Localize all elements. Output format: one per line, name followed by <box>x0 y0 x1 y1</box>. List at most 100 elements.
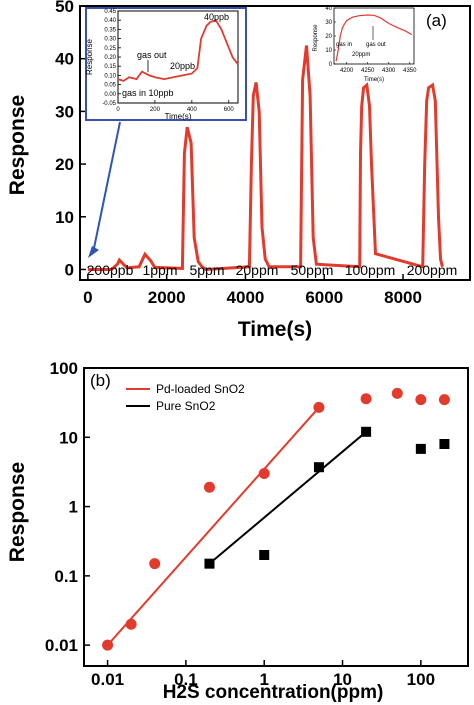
inset-low-concentration: 0 200 400 600 -0.05 0.00 0.05 0.10 0.15 0.20 0.25 0… <box>85 7 247 121</box>
inset-low-ann-40ppb: 40ppb <box>204 12 229 22</box>
inset-20ppm-ann-20ppm: 20ppm <box>352 52 370 58</box>
panel-a-xlabel: Time(s) <box>238 318 312 341</box>
panel-b-xtick-label: 0.1 <box>174 670 198 689</box>
panel-b-legend: Pd-loaded SnO2 Pure SnO2 <box>126 382 245 413</box>
inset-low-xtick-label: 0 <box>116 107 120 113</box>
panel-b-point-pd <box>360 393 372 405</box>
inset-20ppm-ytick-label: 30 <box>325 20 332 26</box>
panel-a-step-label: 5ppm <box>189 262 224 278</box>
inset-low-xtick-label: 400 <box>187 107 198 113</box>
inset-low-xlabel: Time(s) <box>165 112 192 121</box>
inset-20ppm-series-line <box>335 14 413 62</box>
panel-b-ytick-label: 0.1 <box>54 567 78 586</box>
panel-b-point-pure <box>204 558 215 569</box>
inset-20ppm-xtick-label: 4200 <box>340 68 354 74</box>
panel-a-ytick-label: 50 <box>55 0 74 16</box>
panel-b-xlabel: H2S concentration(ppm) <box>163 682 384 703</box>
panel-a-ytick-label: 40 <box>55 50 74 69</box>
panel-b-point-pd <box>125 618 137 630</box>
panel-b-point-pure <box>439 439 450 450</box>
panel-a-ytick-label: 10 <box>55 208 74 227</box>
inset-20ppm-axes <box>333 7 415 65</box>
panel-b-ytick-label: 1 <box>69 498 78 517</box>
panel-a-step-label: 1ppm <box>142 262 177 278</box>
panel-a-step-label: 200ppb <box>87 262 134 278</box>
panel-b-point-pd <box>415 394 427 406</box>
panel-b-xtick-label: 100 <box>407 670 435 689</box>
panel-a-label: (a) <box>426 11 447 30</box>
panel-a-step-label: 200ppm <box>407 262 458 278</box>
panel-a-xtick-label: 8000 <box>384 288 422 307</box>
panel-b: 0.01 0.1 1 10 100 0.01 0.1 1 10 100 (b) Pd-loaded… <box>6 359 469 703</box>
panel-a-xtick-label: 4000 <box>227 288 265 307</box>
panel-b-point-pd <box>102 639 114 651</box>
panel-a-xtick-label: 2000 <box>148 288 186 307</box>
panel-b-point-pure <box>415 443 426 454</box>
panel-b-frame <box>83 367 469 667</box>
inset-low-ann-gas-in: gas in 10ppb <box>122 88 174 98</box>
inset-low-ylabel: Response <box>85 38 94 75</box>
inset-20ppm-xtick-label: 4250 <box>361 68 375 74</box>
panel-b-ytick-label: 10 <box>59 428 78 447</box>
panel-b-xtick-label: 0.01 <box>91 670 124 689</box>
inset-low-series-line <box>117 19 239 82</box>
panel-a-ylabel: Response <box>6 95 29 195</box>
panel-b-label: (b) <box>90 371 111 390</box>
inset-low-ytick-label: 0.10 <box>104 73 116 79</box>
inset-pointer-arrow <box>92 121 121 254</box>
inset-low-xtick-label: 600 <box>224 107 235 113</box>
inset-low-ytick-label: 0.30 <box>104 37 116 43</box>
inset-low-ytick-label: 0.05 <box>104 83 116 89</box>
panel-b-point-pd <box>258 468 270 480</box>
inset-20ppm-ann-gas-out: gas out <box>366 42 386 48</box>
panel-b-ytick-label: 0.01 <box>45 636 78 655</box>
inset-low-ytick-label: 0.25 <box>104 46 116 52</box>
panel-b-ylabel: Response <box>6 462 29 562</box>
inset-pointer-arrowhead <box>88 246 99 258</box>
panel-b-fit-line <box>106 406 320 646</box>
inset-20ppm-ytick-label: 10 <box>325 48 332 54</box>
panel-a-step-label: 50ppm <box>291 262 334 278</box>
inset-low-ytick-label: 0.40 <box>104 18 116 24</box>
inset-20ppm-ytick-label: 40 <box>325 6 332 12</box>
panel-b-point-pure <box>259 550 270 561</box>
inset-20ppm-ytick-label: 20 <box>325 34 332 40</box>
panel-b-point-pure <box>313 462 324 473</box>
inset-20ppm-ytick-label: 0 <box>329 62 333 68</box>
inset-20ppm-xtick-label: 4300 <box>382 68 396 74</box>
panel-a-step-label: 100ppm <box>345 262 396 278</box>
panel-b-fit-line <box>208 431 367 565</box>
inset-low-ytick-label: 0.45 <box>104 9 116 15</box>
legend-label-pd: Pd-loaded SnO2 <box>156 382 245 396</box>
inset-low-ytick-label: -0.05 <box>102 101 116 107</box>
inset-20ppm-ann-gas-in: gas in <box>336 42 352 48</box>
inset-20ppm-xtick-label: 4350 <box>403 68 417 74</box>
panel-a-ytick-label: 0 <box>65 260 74 279</box>
panel-a-ytick-label: 30 <box>55 102 74 121</box>
panel-b-point-pd <box>149 558 161 570</box>
panel-a-xtick-label: 0 <box>83 288 92 307</box>
panel-a-series-line <box>87 45 444 272</box>
panel-b-point-pd <box>438 394 450 406</box>
inset-low-ytick-label: 0.15 <box>104 64 116 70</box>
panel-b-xtick-label: 10 <box>333 670 352 689</box>
panel-b-point-pd <box>313 401 325 413</box>
inset-low-ytick-label: 0.35 <box>104 27 116 33</box>
inset-20ppm-ylabel: Response <box>313 24 319 52</box>
inset-low-ytick-label: 0.20 <box>104 55 116 61</box>
panel-a-xtick-label: 6000 <box>305 288 343 307</box>
inset-low-xtick-label: 200 <box>150 107 161 113</box>
panel-b-point-pd <box>391 387 403 399</box>
inset-20ppm-xlabel: Time(s) <box>364 77 384 83</box>
inset-20ppm: 4200 4250 4300 4350 0 10 20 30 40 Time(s) Respon… <box>313 6 417 83</box>
panel-a-ytick-label: 20 <box>55 155 74 174</box>
panel-b-ytick-label: 100 <box>50 359 78 378</box>
panel-a-step-label: 20ppm <box>236 262 279 278</box>
panel-b-point-pd <box>203 481 215 493</box>
inset-low-ann-20ppb: 20ppb <box>170 61 195 71</box>
legend-label-pure: Pure SnO2 <box>156 399 216 413</box>
panel-a-frame <box>79 5 471 281</box>
inset-low-ytick-label: 0.00 <box>104 92 116 98</box>
